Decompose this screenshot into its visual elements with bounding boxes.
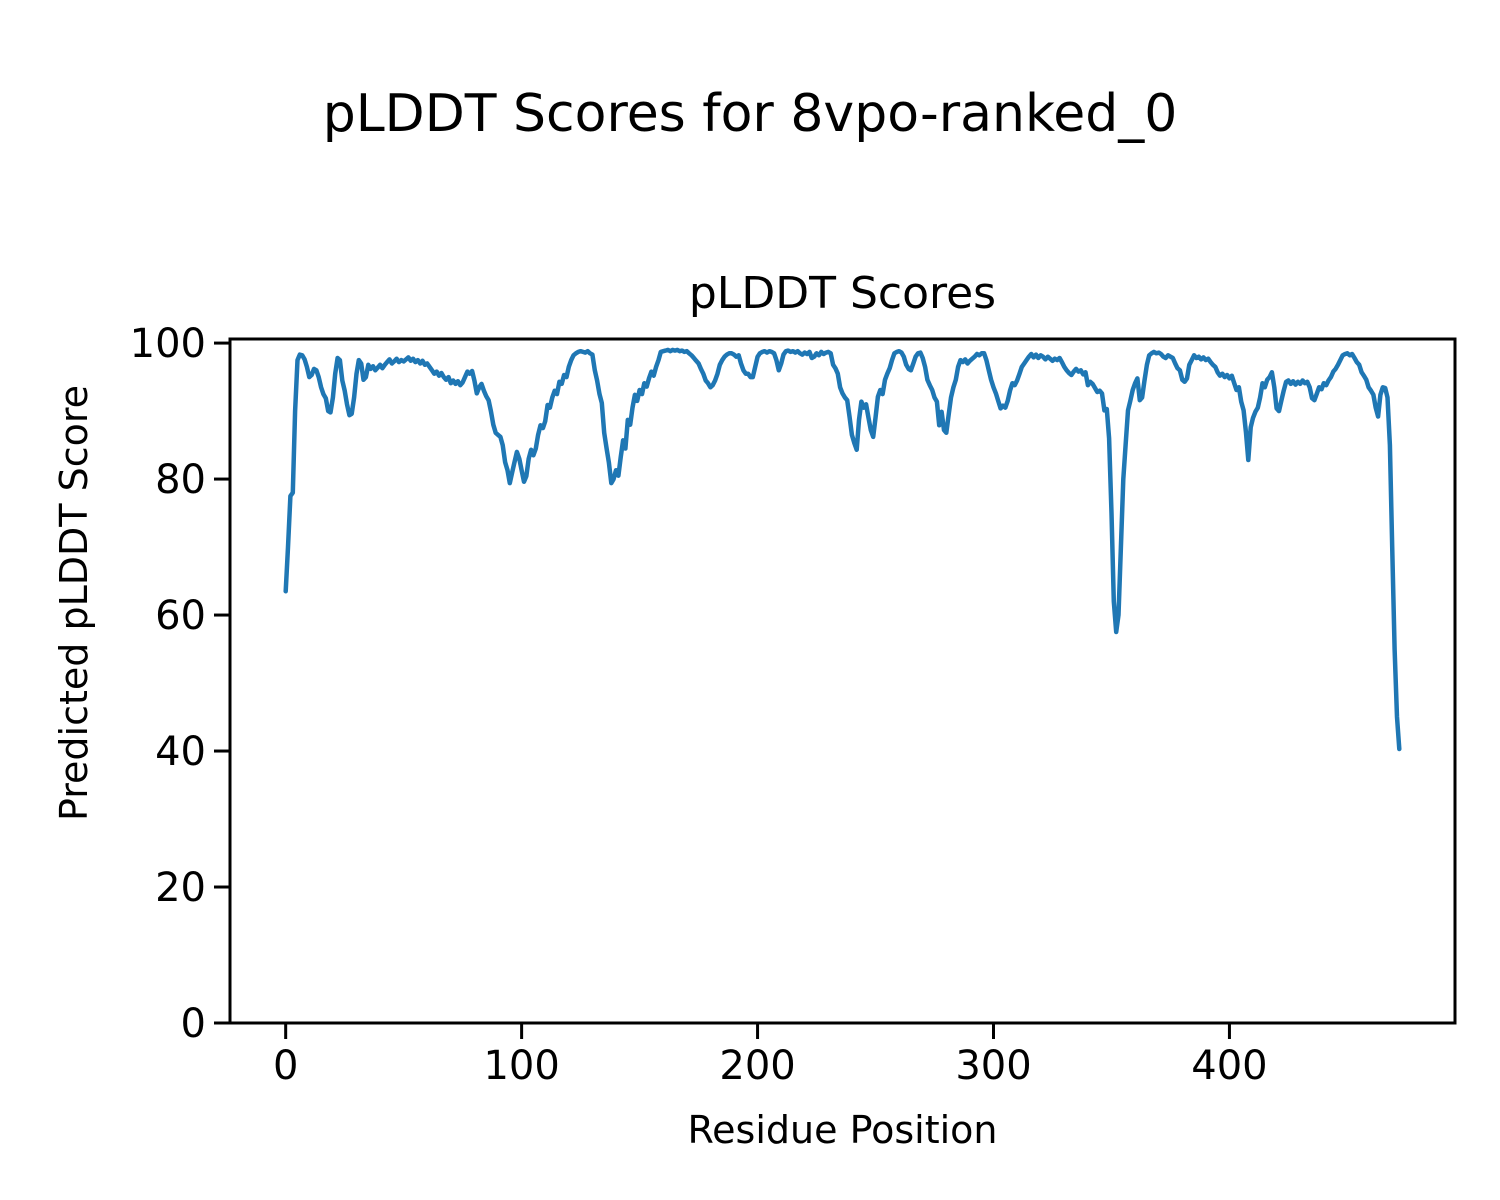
x-tick-label: 200 — [719, 1043, 795, 1089]
plot-border — [228, 337, 1457, 1025]
axes-title: pLDDT Scores — [688, 268, 997, 319]
y-tick-label: 0 — [181, 1001, 206, 1047]
x-tick-label: 0 — [273, 1043, 298, 1089]
y-tick-label: 20 — [155, 865, 206, 911]
y-tick-label: 80 — [155, 457, 206, 503]
x-tick-label: 300 — [955, 1043, 1031, 1089]
plddt-line — [283, 347, 1402, 752]
x-axis-label: Residue Position — [687, 1108, 998, 1152]
y-tick-label: 100 — [130, 321, 206, 367]
x-tick-label: 100 — [483, 1043, 559, 1089]
figure-title: pLDDT Scores for 8vpo-ranked_0 — [322, 84, 1178, 144]
y-tick-label: 40 — [155, 729, 206, 775]
y-tick-label: 60 — [155, 593, 206, 639]
y-axis-ticks: 0 20 40 60 80 100 — [130, 321, 230, 1047]
x-tick-label: 400 — [1191, 1043, 1267, 1089]
x-axis-ticks: 0 100 200 300 400 — [273, 1023, 1268, 1089]
